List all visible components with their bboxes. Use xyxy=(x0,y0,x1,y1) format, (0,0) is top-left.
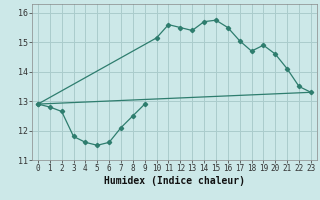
X-axis label: Humidex (Indice chaleur): Humidex (Indice chaleur) xyxy=(104,176,245,186)
